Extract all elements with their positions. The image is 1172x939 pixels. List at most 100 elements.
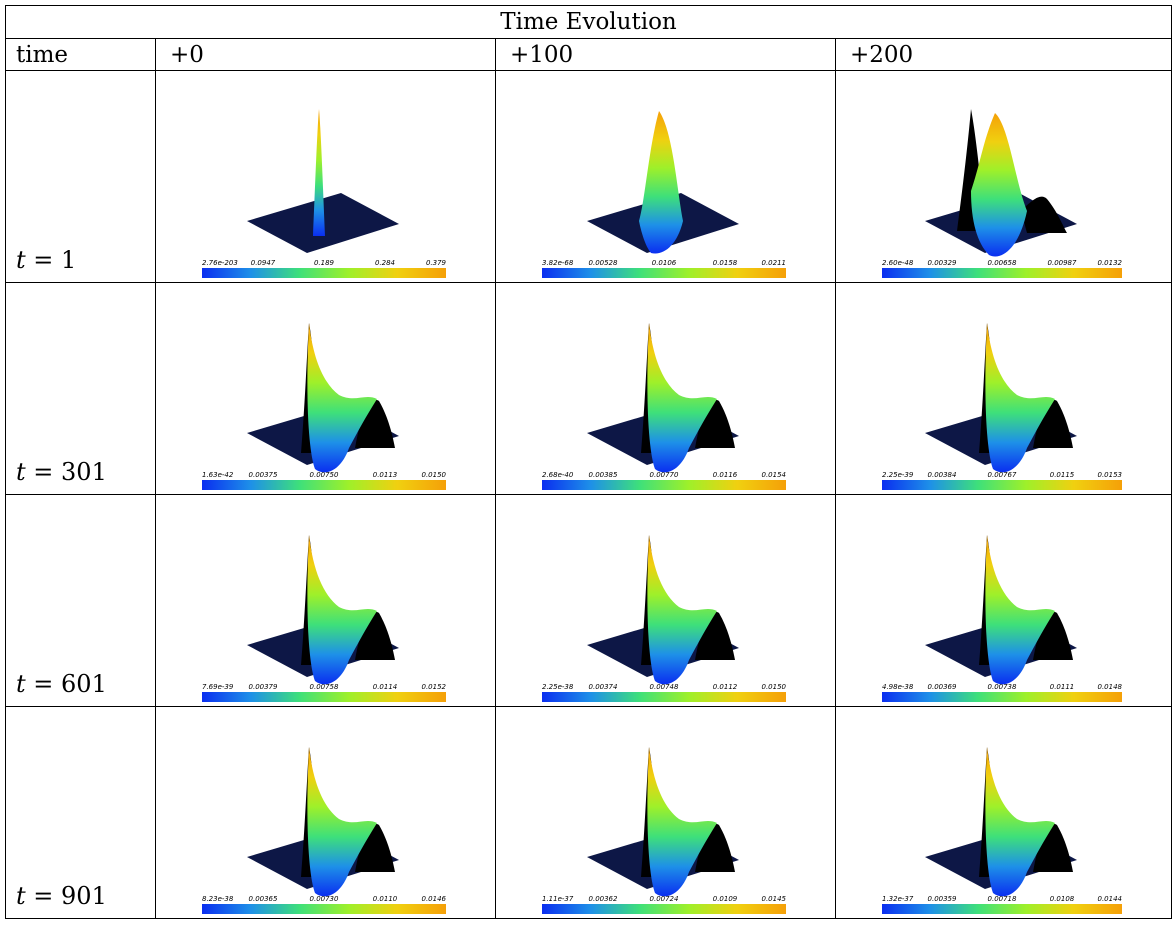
plot-cell: 4.98e-38 0.00369 0.00738 0.0111 0.0148 [835,494,1172,707]
colorbar-tick-label: 0.189 [314,259,335,267]
colorbar-tick-label: 0.0112 [713,683,738,691]
surface-plot: 1.32e-37 0.00359 0.00718 0.0108 0.0144 [882,747,1123,914]
time-variable: t [16,670,26,698]
colorbar-tick-label: 0.00375 [249,471,278,479]
row-label: t = 901 [5,706,156,919]
colorbar-tick-label: 0.00379 [249,683,278,691]
surface-plot: 8.23e-38 0.00365 0.00730 0.0110 0.0146 [202,747,447,914]
colorbar-tick-label: 8.23e-38 [202,895,234,903]
surface-plot: 4.98e-38 0.00369 0.00738 0.0111 0.0148 [882,535,1123,702]
time-value: = 601 [33,670,107,698]
colorbar-tick-label: 0.00374 [589,683,618,691]
colorbar-tick-label: 0.0154 [762,471,787,479]
colorbar-tick-label: 2.25e-39 [882,471,914,479]
colorbar-tick-label: 0.00385 [589,471,618,479]
time-value: = 1 [33,246,77,274]
colorbar [202,692,446,702]
colorbar-tick-label: 0.0111 [1050,683,1075,691]
colorbar-tick-label: 2.68e-40 [542,471,574,479]
surface-plot: 1.11e-37 0.00362 0.00724 0.0109 0.0145 [542,747,787,914]
header-plus-100: +100 [495,38,836,71]
main-peak [971,113,1027,257]
colorbar-tick-label: 0.0152 [422,683,447,691]
surface-plot: 3.82e-68 0.00528 0.0106 0.0158 0.0211 [542,111,787,278]
colorbar-tick-label: 0.00528 [589,259,618,267]
header-plus-0: +0 [155,38,496,71]
colorbar-tick-label: 0.0106 [652,259,677,267]
main-peak [307,747,377,897]
colorbar-tick-label: 0.0150 [422,471,447,479]
colorbar [882,268,1122,278]
main-peak [307,535,377,685]
row-label: t = 301 [5,282,156,495]
colorbar-tick-label: 0.0132 [1098,259,1123,267]
colorbar-tick-label: 0.0153 [1098,471,1123,479]
colorbar-tick-label: 0.00718 [988,895,1017,903]
plot-cell: 2.76e-203 0.0947 0.189 0.284 0.379 [155,70,496,283]
colorbar-tick-label: 4.98e-38 [882,683,914,691]
colorbar [542,480,786,490]
spike-peak [313,109,325,236]
colorbar-tick-label: 0.0110 [373,895,398,903]
surface-plot: 2.25e-38 0.00374 0.00748 0.0112 0.0150 [542,535,787,702]
plot-cell: 2.60e-48 0.00329 0.00658 0.00987 0.0132 [835,70,1172,283]
colorbar-tick-label: 0.0146 [422,895,447,903]
colorbar-tick-label: 0.00365 [249,895,278,903]
colorbar-tick-label: 0.0109 [713,895,738,903]
colorbar-tick-label: 2.60e-48 [882,259,914,267]
colorbar-tick-label: 0.00329 [928,259,957,267]
right-shadow [1021,196,1067,233]
colorbar-tick-label: 0.0144 [1098,895,1123,903]
time-value: = 901 [33,882,107,910]
colorbar-tick-label: 0.00987 [1048,259,1077,267]
surface-plot: 2.60e-48 0.00329 0.00658 0.00987 0.0132 [882,109,1123,278]
colorbar-tick-label: 0.00724 [650,895,679,903]
time-variable: t [16,458,26,486]
colorbar-tick-label: 0.00750 [310,471,339,479]
colorbar-tick-label: 0.0148 [1098,683,1123,691]
colorbar-tick-label: 0.0113 [373,471,398,479]
surface-plot: 1.63e-42 0.00375 0.00750 0.0113 0.0150 [202,323,447,490]
row-label: t = 1 [5,70,156,283]
colorbar [882,692,1122,702]
table-row: t = 1 2.76e-203 0.0947 0.189 0.284 0.379 3.8… [5,70,1172,283]
colorbar-tick-label: 2.76e-203 [202,259,238,267]
colorbar-tick-label: 0.0150 [762,683,787,691]
main-peak [307,323,377,473]
plot-cell: 7.69e-39 0.00379 0.00758 0.0114 0.0152 [155,494,496,707]
main-peak [985,323,1055,473]
colorbar-tick-label: 0.00369 [928,683,957,691]
colorbar [542,904,786,914]
colorbar-tick-label: 2.25e-38 [542,683,574,691]
colorbar-tick-label: 0.00770 [650,471,679,479]
colorbar-tick-label: 0.00730 [310,895,339,903]
plot-cell: 8.23e-38 0.00365 0.00730 0.0110 0.0146 [155,706,496,919]
plot-cell: 2.68e-40 0.00385 0.00770 0.0116 0.0154 [495,282,836,495]
colorbar-tick-label: 1.63e-42 [202,471,234,479]
plot-cell: 1.11e-37 0.00362 0.00724 0.0109 0.0145 [495,706,836,919]
colorbar-tick-label: 1.32e-37 [882,895,914,903]
colorbar-tick-label: 1.11e-37 [542,895,574,903]
colorbar-tick-label: 0.0947 [251,259,276,267]
table-row: t = 901 8.23e-38 0.00365 0.00730 0.0110 0.01… [5,706,1172,919]
main-peak [985,747,1055,897]
table-row: t = 601 7.69e-39 0.00379 0.00758 0.0114 0.01… [5,494,1172,707]
colorbar-tick-label: 0.284 [375,259,395,267]
colorbar-tick-label: 0.0114 [373,683,398,691]
plot-cell: 1.32e-37 0.00359 0.00718 0.0108 0.0144 [835,706,1172,919]
main-peak [985,535,1055,685]
surface-plot: 2.76e-203 0.0947 0.189 0.284 0.379 [202,109,447,278]
main-peak [647,535,717,685]
plot-cell: 2.25e-39 0.00384 0.00767 0.0115 0.0153 [835,282,1172,495]
colorbar-tick-label: 0.379 [426,259,447,267]
time-variable: t [16,246,26,274]
header-plus-200: +200 [835,38,1172,71]
colorbar-tick-label: 0.00758 [310,683,339,691]
colorbar-tick-label: 0.0145 [762,895,787,903]
colorbar-tick-label: 0.00359 [928,895,957,903]
time-value: = 301 [33,458,107,486]
colorbar-tick-label: 0.00362 [589,895,618,903]
colorbar [202,268,446,278]
colorbar-tick-label: 0.0211 [762,259,787,267]
surface-plot: 7.69e-39 0.00379 0.00758 0.0114 0.0152 [202,535,447,702]
